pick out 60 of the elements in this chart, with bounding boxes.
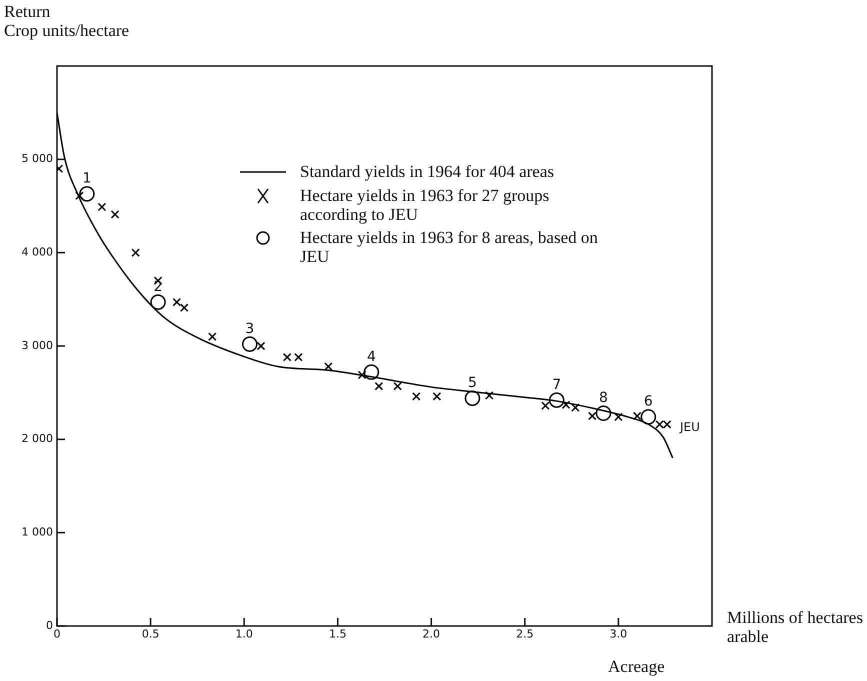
x-tick-label: 2.0 — [422, 627, 440, 640]
point — [588, 412, 597, 420]
point — [464, 390, 480, 406]
annotation: 6 — [644, 394, 653, 410]
point — [324, 362, 333, 371]
point — [282, 352, 292, 362]
legend-label: Hectare yields in 1963 for 27 groups according to JEU — [300, 186, 550, 224]
point — [571, 403, 580, 412]
point — [75, 191, 84, 200]
text: Acreage — [608, 657, 665, 676]
point — [596, 405, 612, 421]
y-tick-label: 4 000 — [22, 246, 53, 259]
point — [485, 391, 494, 400]
point — [541, 401, 550, 410]
point — [150, 294, 166, 310]
point — [364, 364, 380, 380]
y-axis-title: Return Crop units/hectare — [4, 2, 130, 40]
y-tick-label: 3 000 — [22, 338, 53, 352]
point — [632, 412, 642, 420]
x-tick-label: 0.5 — [142, 627, 160, 640]
annotation: 2 — [154, 278, 163, 295]
point — [562, 400, 570, 410]
y-tick-label: 5 000 — [22, 152, 53, 166]
point — [180, 303, 189, 312]
annotation: JEU — [680, 419, 700, 436]
point — [98, 202, 106, 212]
annotation: 4 — [366, 348, 376, 365]
x-tick-label: 1.0 — [235, 627, 253, 640]
annotation: 1 — [82, 170, 92, 187]
point — [79, 186, 95, 202]
y-tick-label: 2 000 — [22, 432, 53, 446]
legend-label: Standard yields in 1964 for 404 areas — [300, 162, 555, 181]
point — [432, 392, 442, 401]
y-tick-label: 0 — [46, 618, 53, 632]
point — [294, 352, 303, 362]
point — [655, 420, 664, 429]
annotation: 7 — [552, 376, 562, 393]
point — [614, 412, 623, 422]
point — [548, 392, 564, 408]
annotation: 8 — [598, 390, 608, 406]
x-tick-label: 2.5 — [516, 627, 534, 640]
point — [256, 342, 266, 350]
y-tick-label: 1 000 — [22, 526, 53, 539]
point — [110, 210, 120, 219]
point — [131, 248, 140, 257]
x-tick-label: 3.0 — [610, 627, 628, 640]
point — [662, 420, 672, 429]
point — [172, 298, 182, 306]
point — [412, 392, 421, 401]
annotation: 5 — [468, 374, 477, 391]
legend-label: Hectare yields in 1963 for 8 areas, based on JEU — [300, 228, 599, 266]
point — [242, 336, 258, 352]
x-axis-title: Millions of hectares arable — [727, 608, 864, 646]
point — [393, 382, 402, 390]
point — [358, 370, 366, 380]
annotation: 3 — [245, 320, 254, 337]
point — [374, 382, 384, 390]
point — [640, 409, 656, 425]
x-tick-label: 1.5 — [328, 627, 346, 640]
point — [208, 332, 217, 341]
